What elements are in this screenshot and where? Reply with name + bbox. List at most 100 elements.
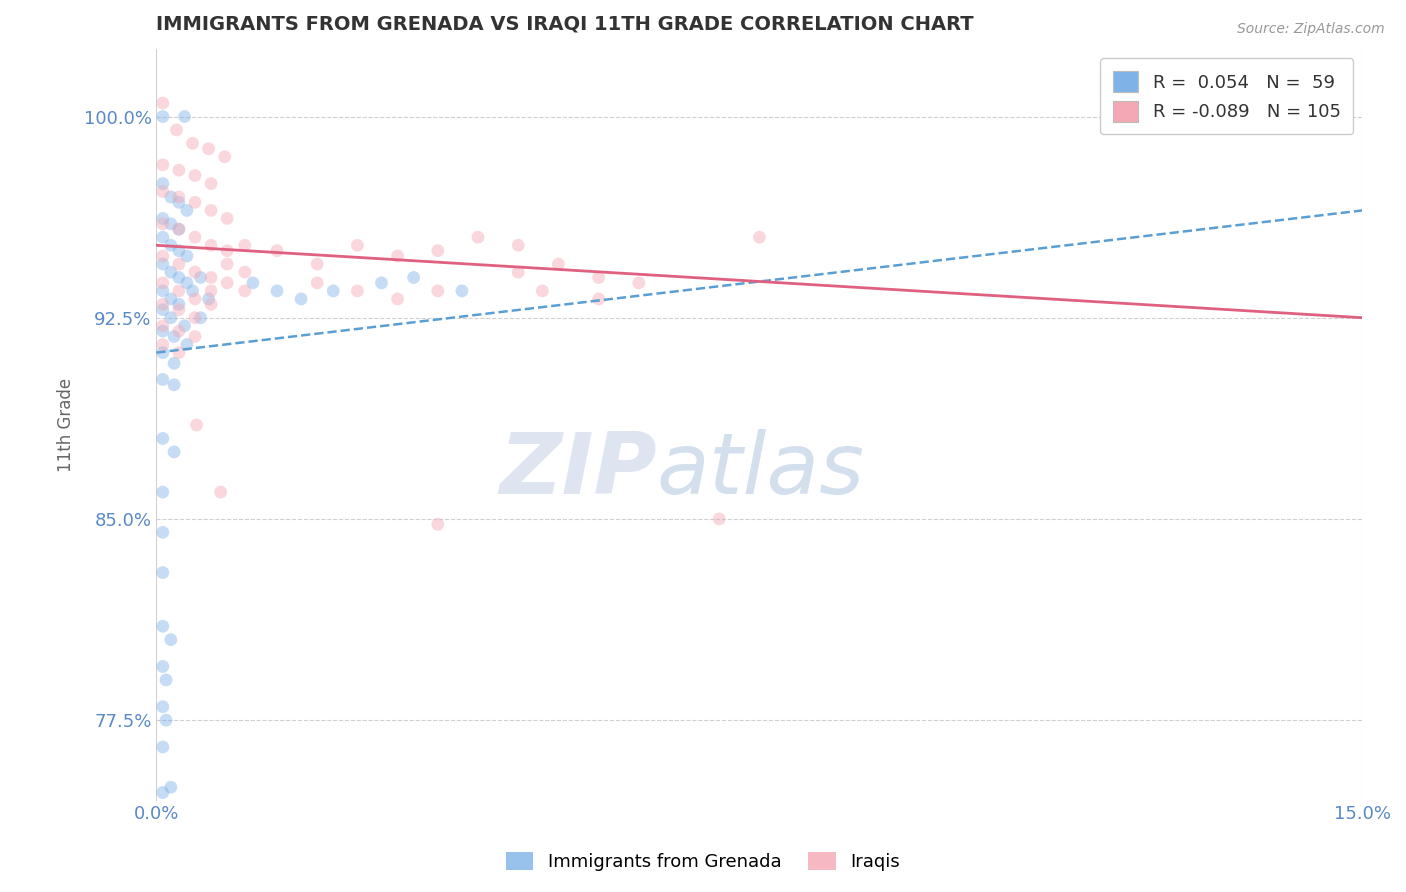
Point — [307, 257, 329, 271]
Text: IMMIGRANTS FROM GRENADA VS IRAQI 11TH GRADE CORRELATION CHART: IMMIGRANTS FROM GRENADA VS IRAQI 11TH GR… — [156, 15, 974, 34]
Point — [426, 284, 449, 298]
Point — [242, 276, 264, 290]
Point — [163, 445, 186, 459]
Point — [167, 163, 190, 178]
Point — [167, 302, 190, 317]
Point — [627, 276, 650, 290]
Point — [160, 265, 183, 279]
Y-axis label: 11th Grade: 11th Grade — [58, 378, 75, 472]
Text: atlas: atlas — [657, 428, 865, 512]
Point — [160, 310, 183, 325]
Point — [167, 190, 190, 204]
Point — [209, 485, 232, 500]
Text: ZIP: ZIP — [499, 428, 657, 512]
Point — [163, 329, 186, 343]
Point — [200, 238, 222, 252]
Point — [508, 265, 530, 279]
Point — [167, 297, 190, 311]
Point — [307, 276, 329, 290]
Point — [402, 270, 425, 285]
Point — [152, 699, 174, 714]
Point — [214, 150, 236, 164]
Point — [167, 324, 190, 338]
Text: Source: ZipAtlas.com: Source: ZipAtlas.com — [1237, 22, 1385, 37]
Point — [152, 659, 174, 673]
Point — [709, 512, 731, 526]
Point — [184, 310, 207, 325]
Point — [184, 169, 207, 183]
Point — [173, 318, 195, 333]
Point — [233, 284, 256, 298]
Point — [167, 244, 190, 258]
Point — [167, 222, 190, 236]
Point — [451, 284, 474, 298]
Point — [547, 257, 569, 271]
Point — [184, 292, 207, 306]
Point — [508, 238, 530, 252]
Point — [152, 525, 174, 540]
Point — [197, 292, 219, 306]
Point — [152, 284, 174, 298]
Point — [167, 345, 190, 359]
Point — [531, 284, 554, 298]
Point — [152, 211, 174, 226]
Point — [426, 244, 449, 258]
Point — [233, 265, 256, 279]
Point — [163, 377, 186, 392]
Point — [152, 110, 174, 124]
Point — [346, 238, 368, 252]
Point — [152, 786, 174, 800]
Point — [200, 270, 222, 285]
Point — [152, 177, 174, 191]
Point — [200, 297, 222, 311]
Point — [181, 136, 204, 151]
Point — [467, 230, 489, 244]
Point — [152, 337, 174, 351]
Point — [152, 302, 174, 317]
Point — [173, 110, 195, 124]
Point — [217, 211, 239, 226]
Point — [190, 270, 212, 285]
Point — [217, 244, 239, 258]
Point — [152, 432, 174, 446]
Point — [181, 284, 204, 298]
Point — [387, 249, 409, 263]
Point — [370, 276, 392, 290]
Point — [387, 292, 409, 306]
Point — [217, 276, 239, 290]
Point — [152, 566, 174, 580]
Point — [346, 284, 368, 298]
Point — [200, 177, 222, 191]
Point — [426, 517, 449, 532]
Point — [588, 270, 610, 285]
Point — [176, 203, 198, 218]
Point — [152, 96, 174, 111]
Point — [266, 284, 288, 298]
Point — [167, 257, 190, 271]
Point — [166, 123, 188, 137]
Point — [176, 249, 198, 263]
Point — [176, 276, 198, 290]
Point — [152, 297, 174, 311]
Point — [184, 195, 207, 210]
Point — [176, 337, 198, 351]
Point — [197, 142, 219, 156]
Legend: Immigrants from Grenada, Iraqis: Immigrants from Grenada, Iraqis — [499, 845, 907, 879]
Point — [160, 632, 183, 647]
Point — [152, 249, 174, 263]
Legend: R =  0.054   N =  59, R = -0.089   N = 105: R = 0.054 N = 59, R = -0.089 N = 105 — [1101, 59, 1354, 135]
Point — [290, 292, 312, 306]
Point — [190, 310, 212, 325]
Point — [163, 356, 186, 370]
Point — [152, 739, 174, 754]
Point — [184, 265, 207, 279]
Point — [152, 276, 174, 290]
Point — [152, 230, 174, 244]
Point — [167, 270, 190, 285]
Point — [152, 485, 174, 500]
Point — [160, 238, 183, 252]
Point — [186, 417, 208, 432]
Point — [200, 284, 222, 298]
Point — [152, 257, 174, 271]
Point — [160, 190, 183, 204]
